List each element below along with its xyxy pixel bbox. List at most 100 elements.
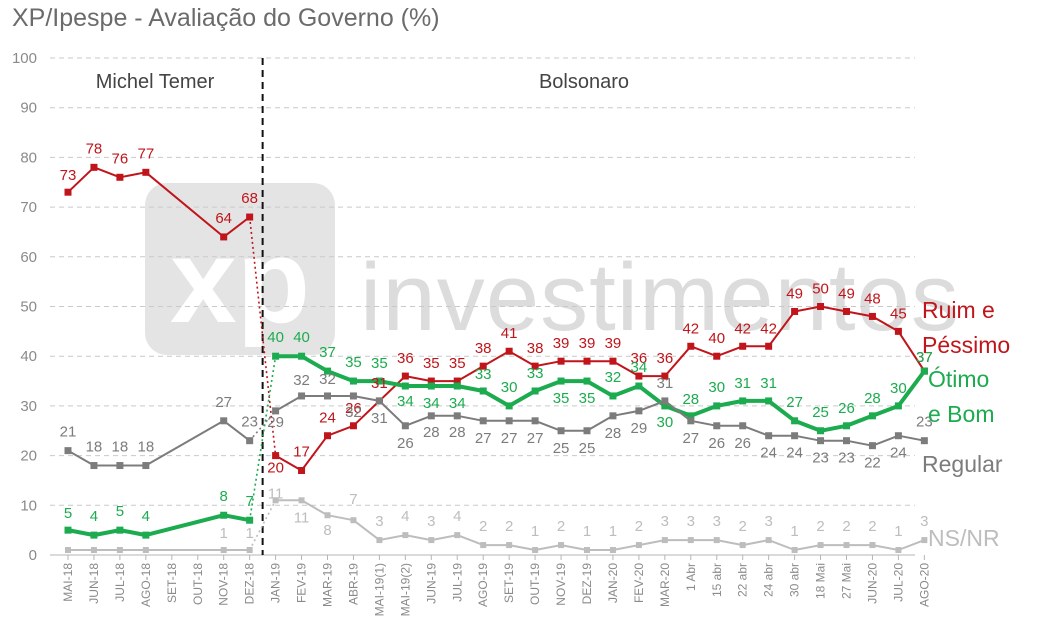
data-label: 32 (345, 404, 362, 421)
x-tick-label: 24 abr (762, 563, 776, 597)
data-point (272, 452, 280, 460)
x-tick-label: NOV-19 (554, 563, 568, 606)
data-label: 37 (916, 349, 933, 366)
x-tick-label: 15 abr (710, 563, 724, 597)
data-point (920, 367, 928, 375)
data-label: 38 (527, 340, 544, 357)
data-label: 2 (842, 518, 850, 535)
data-point (142, 462, 150, 470)
data-label: 28 (423, 424, 440, 441)
data-point (324, 432, 331, 440)
x-tick-label: FEV-20 (632, 563, 646, 603)
grid-lines (50, 57, 915, 556)
data-point (116, 547, 123, 554)
x-tick-label: DEZ-19 (580, 563, 594, 605)
data-label: 27 (501, 430, 518, 447)
data-point (609, 547, 616, 554)
x-tick-label: MAR-19 (321, 563, 335, 607)
x-tick-label: OUT-18 (191, 563, 205, 605)
data-label: 2 (635, 518, 643, 535)
data-point (479, 387, 487, 395)
series-lines (64, 163, 928, 554)
data-point (583, 427, 591, 435)
data-label: 18 (112, 439, 129, 456)
data-label: 25 (579, 440, 596, 457)
data-label: 36 (397, 350, 414, 367)
x-tick-label: OUT-19 (528, 563, 542, 605)
data-point (349, 392, 357, 400)
series-name-label: Péssimo (922, 332, 1010, 358)
data-label: 76 (112, 150, 129, 167)
data-point (401, 372, 409, 380)
data-point (298, 352, 306, 360)
data-label: 64 (215, 210, 232, 227)
data-point (401, 422, 409, 430)
data-label: 31 (760, 375, 777, 392)
data-label: 4 (453, 508, 461, 525)
series-connector (248, 499, 277, 551)
data-point (635, 407, 643, 415)
y-tick-label: 60 (20, 249, 37, 266)
data-point (90, 547, 97, 554)
data-point (609, 412, 617, 420)
data-label: 20 (267, 460, 284, 477)
data-point (584, 547, 590, 554)
data-point (505, 402, 513, 410)
data-label: 30 (501, 379, 518, 396)
data-label: 49 (786, 285, 803, 302)
data-point (349, 377, 357, 385)
data-point (298, 467, 306, 475)
data-label: 35 (449, 355, 466, 372)
data-point (272, 497, 279, 504)
period-label: Michel Temer (96, 71, 215, 93)
data-label: 34 (449, 395, 466, 412)
data-label: 27 (475, 430, 492, 447)
data-label: 34 (423, 395, 440, 412)
data-label: 30 (657, 414, 674, 431)
x-tick-label: JUL-18 (113, 563, 127, 602)
series-line (275, 499, 925, 551)
data-point (713, 537, 720, 544)
data-label: 2 (816, 518, 824, 535)
data-label: 33 (475, 366, 492, 383)
data-point (765, 432, 773, 440)
data-point (479, 417, 487, 425)
series-line (275, 305, 926, 472)
data-point (765, 397, 773, 405)
data-label: 77 (138, 145, 155, 162)
data-label: 32 (319, 371, 336, 388)
data-label: 28 (449, 424, 466, 441)
data-label: 4 (142, 508, 150, 525)
data-point (220, 511, 228, 519)
data-label: 28 (682, 391, 699, 408)
x-tick-label: SET-18 (165, 563, 179, 603)
data-label: 68 (241, 190, 258, 207)
data-point (713, 402, 721, 410)
data-point (635, 542, 642, 549)
data-point (427, 382, 435, 390)
data-point (713, 422, 721, 430)
data-point (64, 447, 72, 455)
x-tick-label: 30 abr (788, 563, 802, 597)
data-point (505, 417, 513, 425)
data-label: 30 (708, 379, 725, 396)
x-tick-label: DEZ-18 (243, 563, 257, 605)
data-point (817, 427, 825, 435)
data-point (531, 417, 539, 425)
data-point (116, 462, 124, 470)
series-line (67, 419, 251, 467)
data-label: 4 (90, 508, 98, 525)
y-tick-label: 0 (29, 547, 37, 564)
data-label: 42 (682, 320, 699, 337)
watermark-xp-text: xp (170, 214, 310, 348)
watermark-logo: xp investimentos (145, 183, 959, 355)
data-label: 26 (838, 400, 855, 417)
x-tick-label: 18 Mai (814, 563, 828, 599)
data-point (350, 517, 357, 524)
data-point (739, 422, 747, 430)
x-tick-label: NOV-18 (217, 563, 231, 606)
data-point (687, 412, 695, 420)
data-point (349, 422, 357, 430)
data-label: 3 (713, 513, 721, 530)
